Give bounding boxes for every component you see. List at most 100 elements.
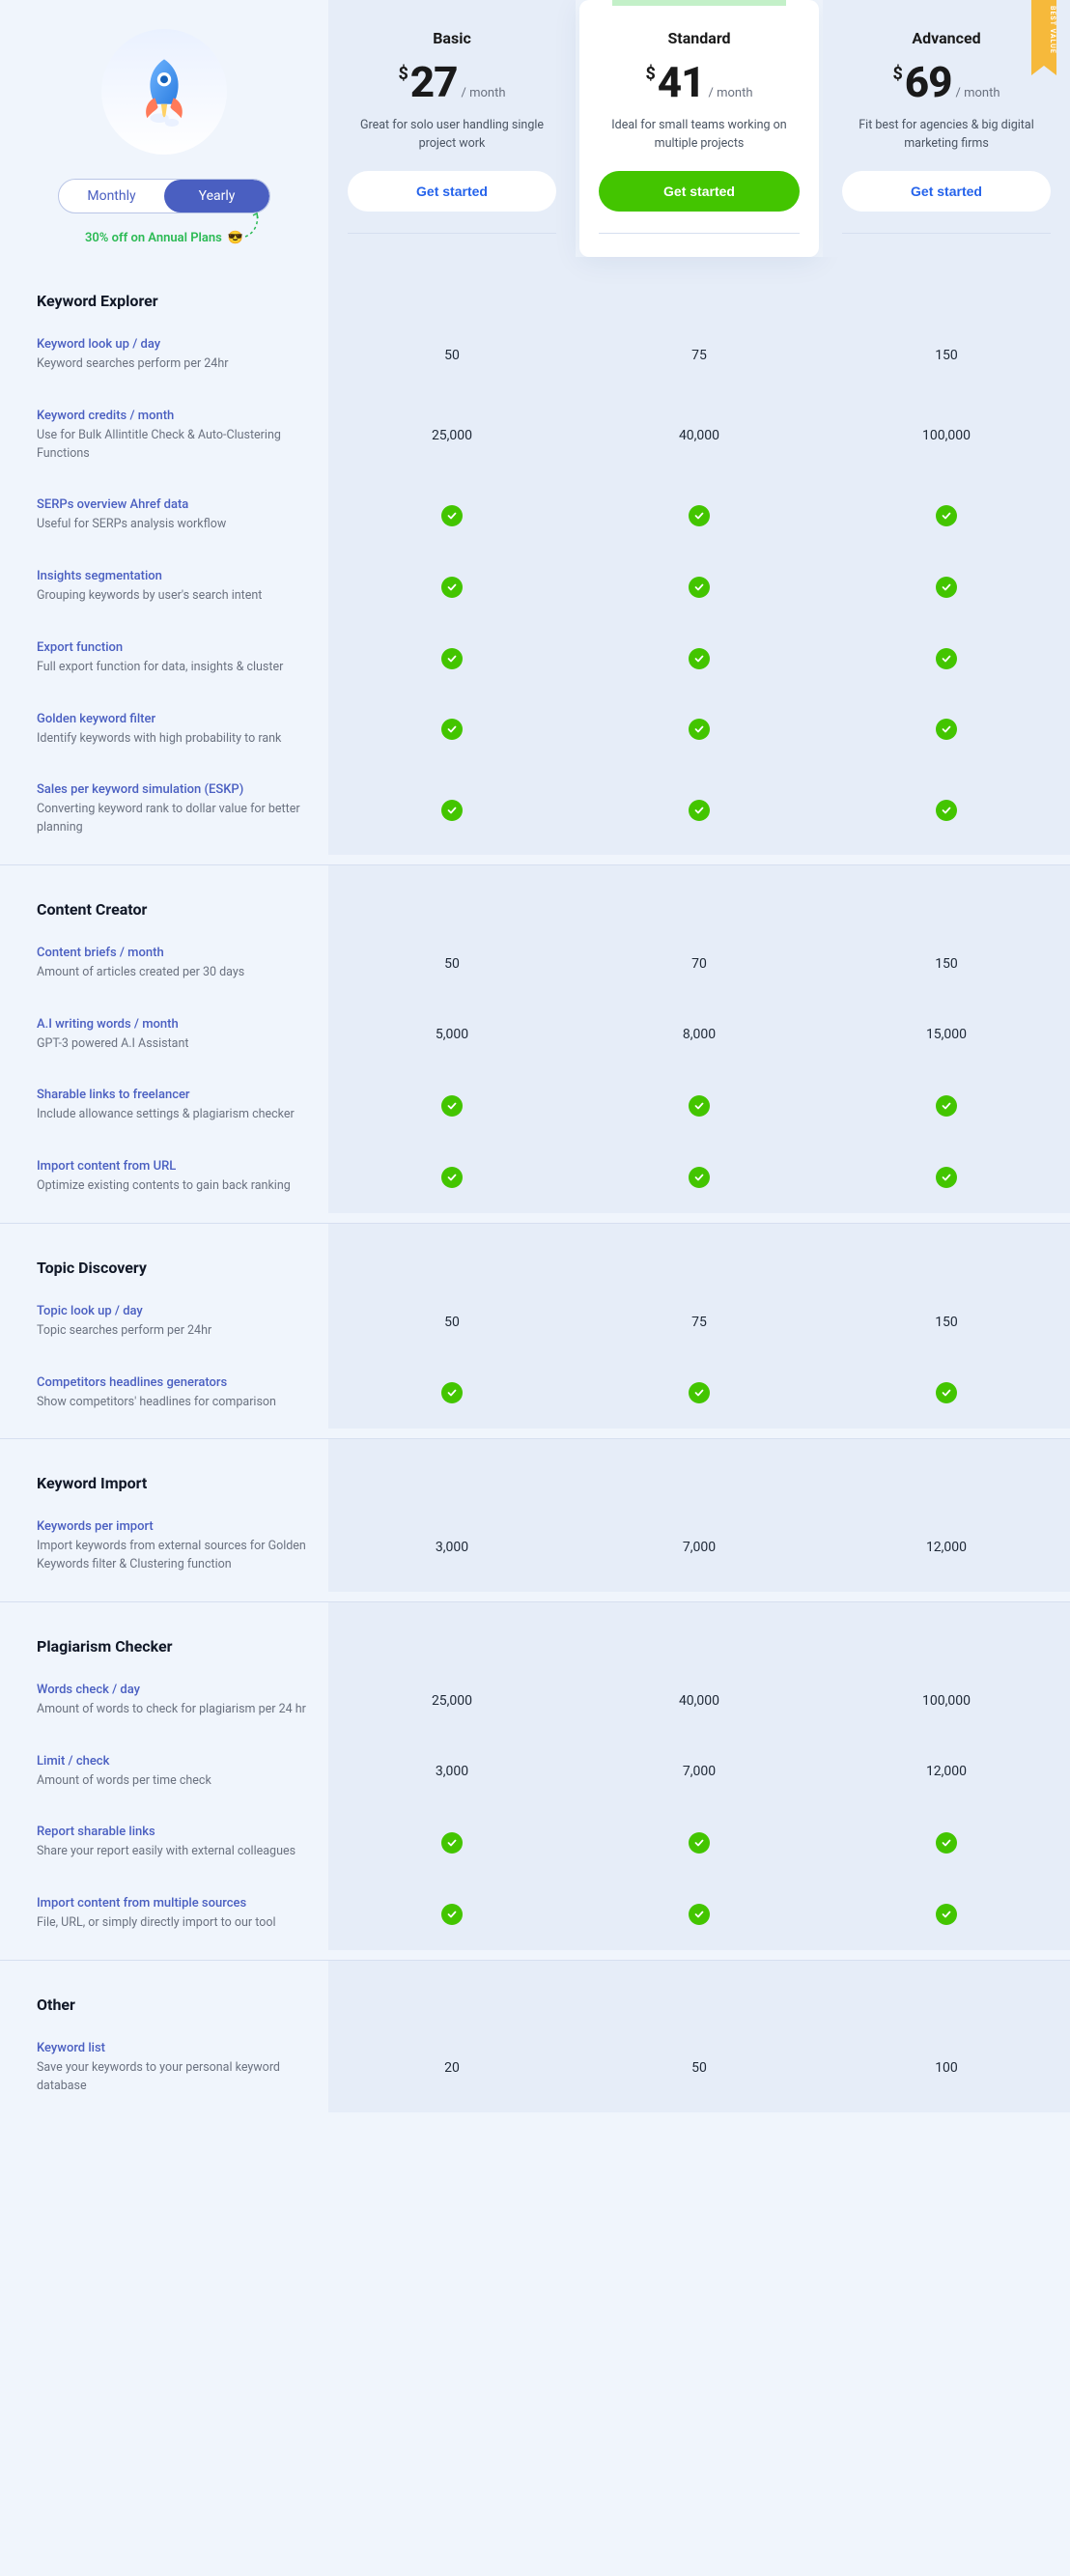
feature-sub: Include allowance settings & plagiarism … — [37, 1106, 309, 1124]
cta-advanced[interactable]: Get started — [842, 171, 1051, 212]
feature-value — [328, 1358, 576, 1430]
feature-label: SERPs overview Ahref data Useful for SER… — [0, 480, 328, 552]
feature-value — [328, 1142, 576, 1213]
check-icon — [689, 1904, 710, 1925]
feature-value: 75 — [576, 1287, 823, 1358]
feature-value — [576, 1142, 823, 1213]
feature-sub: Grouping keywords by user's search inten… — [37, 587, 309, 606]
section-title-label: Keyword Explorer — [0, 257, 328, 320]
plan-price: $ 41 / month — [599, 57, 800, 107]
feature-value: 40,000 — [576, 391, 823, 481]
feature-title: Keyword credits / month — [37, 409, 309, 423]
check-icon — [441, 800, 463, 821]
feature-value — [576, 765, 823, 855]
check-icon — [689, 1382, 710, 1403]
plan-head-advanced: BEST VALUE Advanced $ 69 / month Fit bes… — [823, 0, 1070, 257]
feature-value — [328, 480, 576, 552]
section-title-label: Topic Discovery — [0, 1224, 328, 1287]
feature-label: Keyword look up / day Keyword searches p… — [0, 320, 328, 391]
check-icon — [689, 1832, 710, 1854]
feature-value — [576, 1358, 823, 1430]
section-title-label: Plagiarism Checker — [0, 1602, 328, 1665]
plan-price: $ 69 / month — [842, 57, 1051, 107]
check-icon — [689, 1167, 710, 1188]
check-icon — [936, 1167, 957, 1188]
feature-value — [328, 694, 576, 766]
feature-title: Report sharable links — [37, 1825, 309, 1839]
feature-value: 100 — [823, 2024, 1070, 2113]
section-title: Keyword Import — [0, 1439, 1070, 1502]
feature-value: 20 — [328, 2024, 576, 2113]
feature-value — [823, 765, 1070, 855]
cta-basic[interactable]: Get started — [348, 171, 556, 212]
feature-label: Keyword list Save your keywords to your … — [0, 2024, 328, 2113]
check-icon — [936, 1382, 957, 1403]
feature-label: Sales per keyword simulation (ESKP) Conv… — [0, 765, 328, 855]
check-icon — [441, 1167, 463, 1188]
feature-title: Golden keyword filter — [37, 712, 309, 726]
feature-value: 25,000 — [328, 391, 576, 481]
feature-label: Golden keyword filter Identify keywords … — [0, 694, 328, 766]
billing-toggle[interactable]: Monthly Yearly — [58, 179, 270, 213]
promo-text: 30% off on Annual Plans 😎 — [85, 231, 243, 245]
feature-value — [576, 1879, 823, 1950]
feature-value — [576, 552, 823, 623]
feature-label: Topic look up / day Topic searches perfo… — [0, 1287, 328, 1358]
section-title-label: Other — [0, 1961, 328, 2024]
feature-label: Report sharable links Share your report … — [0, 1807, 328, 1879]
plan-head-basic: Basic $ 27 / month Great for solo user h… — [328, 0, 576, 257]
check-icon — [936, 577, 957, 598]
check-icon — [689, 800, 710, 821]
feature-label: Export function Full export function for… — [0, 623, 328, 694]
feature-value: 3,000 — [328, 1502, 576, 1592]
section-title-label: Keyword Import — [0, 1439, 328, 1502]
feature-value — [576, 694, 823, 766]
feature-title: Keyword list — [37, 2041, 309, 2055]
best-value-ribbon: BEST VALUE — [1031, 0, 1056, 66]
feature-label: Keywords per import Import keywords from… — [0, 1502, 328, 1592]
feature-title: Insights segmentation — [37, 569, 309, 583]
popular-tag: MOST POPULAR — [612, 0, 786, 6]
feature-value — [823, 552, 1070, 623]
feature-value: 8,000 — [576, 1000, 823, 1071]
feature-sub: File, URL, or simply directly import to … — [37, 1914, 309, 1933]
feature-value: 5,000 — [328, 1000, 576, 1071]
feature-value — [328, 1070, 576, 1142]
toggle-yearly[interactable]: Yearly — [164, 180, 269, 212]
toggle-monthly[interactable]: Monthly — [59, 180, 164, 212]
check-icon — [441, 719, 463, 740]
feature-value — [576, 623, 823, 694]
plan-name: Advanced — [842, 29, 1051, 47]
feature-title: Import content from multiple sources — [37, 1896, 309, 1911]
feature-sub: Optimize existing contents to gain back … — [37, 1177, 309, 1196]
feature-label: Insights segmentation Grouping keywords … — [0, 552, 328, 623]
feature-value — [576, 1807, 823, 1879]
feature-value — [823, 1142, 1070, 1213]
feature-title: Import content from URL — [37, 1159, 309, 1174]
feature-sub: Use for Bulk Allintitle Check & Auto-Clu… — [37, 427, 309, 464]
check-icon — [936, 800, 957, 821]
check-icon — [441, 1382, 463, 1403]
feature-value: 50 — [328, 1287, 576, 1358]
feature-label: A.I writing words / month GPT-3 powered … — [0, 1000, 328, 1071]
feature-value: 100,000 — [823, 391, 1070, 481]
feature-title: SERPs overview Ahref data — [37, 497, 309, 512]
feature-value: 150 — [823, 1287, 1070, 1358]
section-title-label: Content Creator — [0, 865, 328, 928]
feature-value: 7,000 — [576, 1737, 823, 1808]
feature-value: 75 — [576, 320, 823, 391]
feature-title: Topic look up / day — [37, 1304, 309, 1318]
feature-label: Import content from multiple sources Fil… — [0, 1879, 328, 1950]
feature-sub: Amount of words to check for plagiarism … — [37, 1701, 309, 1719]
feature-title: Sales per keyword simulation (ESKP) — [37, 782, 309, 797]
feature-value: 50 — [328, 320, 576, 391]
feature-value — [576, 480, 823, 552]
feature-title: Words check / day — [37, 1683, 309, 1697]
check-icon — [689, 505, 710, 526]
check-icon — [936, 505, 957, 526]
cta-standard[interactable]: Get started — [599, 171, 800, 212]
feature-sub: Converting keyword rank to dollar value … — [37, 801, 309, 837]
feature-value — [823, 1807, 1070, 1879]
feature-label: Keyword credits / month Use for Bulk All… — [0, 391, 328, 481]
feature-title: Sharable links to freelancer — [37, 1088, 309, 1102]
